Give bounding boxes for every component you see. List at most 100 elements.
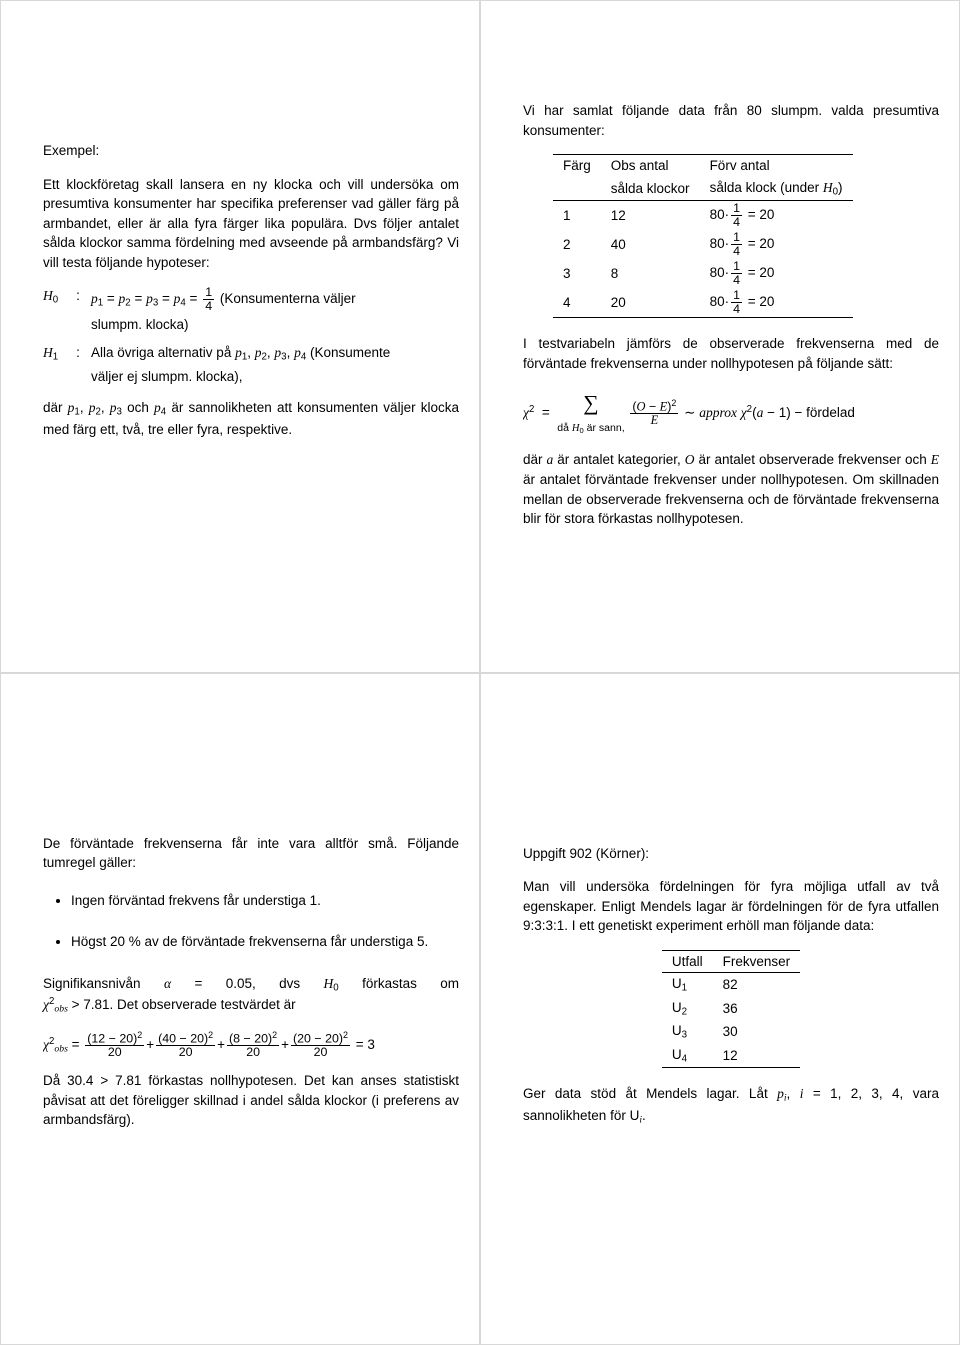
hypotheses: H0 : p1 = p2 = p3 = p4 = 14 (Konsumenter… xyxy=(43,286,459,386)
h0-sub: 0 xyxy=(53,295,58,306)
chi-term: (12 − 20)220 xyxy=(83,1037,146,1052)
rule-1: Ingen förväntad frekvens får understiga … xyxy=(71,891,459,911)
cell-freq: 30 xyxy=(713,1020,801,1044)
h0-row: H0 : p1 = p2 = p3 = p4 = 14 (Konsumenter… xyxy=(43,286,459,313)
h0-cont: slumpm. klocka) xyxy=(43,315,459,335)
cell-obs: 20 xyxy=(601,288,700,318)
s4p2-mid: , i = 1, 2, 3, 4, xyxy=(787,1086,904,1101)
p3-O: O xyxy=(685,452,695,467)
example-label: Exempel: xyxy=(43,141,459,161)
h0-frac-num: 1 xyxy=(203,286,214,300)
mh-c2: Frekvenser xyxy=(713,950,801,973)
table-row: U412 xyxy=(662,1044,800,1068)
chi-calc: χ2obs = (12 − 20)220+(40 − 20)220+(8 − 2… xyxy=(43,1031,459,1060)
cell-obs: 8 xyxy=(601,259,700,288)
cell-utfall: U4 xyxy=(662,1044,713,1068)
slide3-last: Då 30.4 > 7.81 förkastas nollhypotesen. … xyxy=(43,1071,459,1130)
crit-gt: > 7.81. Det observerade testvärdet är xyxy=(68,997,296,1012)
slide-1: Exempel: Ett klockföretag skall lansera … xyxy=(0,0,480,673)
slide2-para2: I testvariabeln jämförs de observerade f… xyxy=(523,334,939,373)
cell-farg: 1 xyxy=(553,201,601,231)
sig-pre: Signifikansnivån xyxy=(43,976,164,991)
chi-tail: − fördelad xyxy=(791,405,855,420)
cell-forv: 80·14 = 20 xyxy=(700,288,853,318)
h0-body: p1 = p2 = p3 = p4 = 14 (Konsumenterna vä… xyxy=(85,286,459,313)
cell-forv: 80·14 = 20 xyxy=(700,259,853,288)
mendel-table: Utfall Frekvenser U182U236U330U412 xyxy=(662,950,800,1071)
h0-colon: : xyxy=(71,286,85,306)
slide4-head: Uppgift 902 (Körner): xyxy=(523,844,939,864)
slide2-intro: Vi har samlat följande data från 80 slum… xyxy=(523,101,939,140)
data-table: Färg Obs antal Förv antal sålda klockor … xyxy=(553,154,853,320)
where-mid: och xyxy=(122,400,154,415)
th-forv2-end: ) xyxy=(838,180,843,195)
p3-m2: är antalet observerade frekvenser och xyxy=(695,452,931,467)
table-row: U236 xyxy=(662,997,800,1021)
slide4-para2: Ger data stöd åt Mendels lagar. Låt pi, … xyxy=(523,1084,939,1127)
cell-farg: 2 xyxy=(553,230,601,259)
where-tail: är sannolikheten att konsumenten väljer … xyxy=(43,400,459,437)
rule-2: Högst 20 % av de förväntade frekvenserna… xyxy=(71,932,459,952)
h0-label: H0 xyxy=(43,286,71,308)
table-row: 42080·14 = 20 xyxy=(553,288,853,318)
th-farg: Färg xyxy=(553,155,601,177)
page-grid: Exempel: Ett klockföretag skall lansera … xyxy=(0,0,960,1345)
table-head-row1: Färg Obs antal Förv antal xyxy=(553,155,853,177)
slide-2: Vi har samlat följande data från 80 slum… xyxy=(480,0,960,673)
dnote2: är sann, xyxy=(584,422,625,434)
h1-label: H1 xyxy=(43,343,71,365)
h1-H: H xyxy=(43,345,53,360)
chi-term: +(20 − 20)220 xyxy=(281,1037,352,1052)
cell-farg: 4 xyxy=(553,288,601,318)
cell-obs: 40 xyxy=(601,230,700,259)
rules-list: Ingen förväntad frekvens får understiga … xyxy=(43,891,459,952)
th-forv2: sålda klock (under H0) xyxy=(700,177,853,201)
p3-m1: är antalet kategorier, xyxy=(553,452,685,467)
slide-4: Uppgift 902 (Körner): Man vill undersöka… xyxy=(480,673,960,1345)
h1-cont: väljer ej slumpm. klocka), xyxy=(43,367,459,387)
chi-equation: χ2 = ∑ då H0 är sann, (O − E)2E ∼ approx… xyxy=(523,388,939,439)
h0-tail: (Konsumenterna väljer xyxy=(216,291,356,306)
slide1-para1: Ett klockföretag skall lansera en ny klo… xyxy=(43,175,459,273)
th-forv1: Förv antal xyxy=(700,155,853,177)
cell-utfall: U2 xyxy=(662,997,713,1021)
table-head-row2: sålda klockor sålda klock (under H0) xyxy=(553,177,853,201)
slide-3: De förväntade frekvenserna får inte vara… xyxy=(0,673,480,1345)
cell-forv: 80·14 = 20 xyxy=(700,230,853,259)
slide2-para3: där a är antalet kategorier, O är antale… xyxy=(523,450,939,528)
cell-forv: 80·14 = 20 xyxy=(700,201,853,231)
slide3-para1: De förväntade frekvenserna får inte vara… xyxy=(43,834,459,873)
h1-body-text: Alla övriga alternativ på xyxy=(91,345,235,360)
chi-term: +(40 − 20)220 xyxy=(146,1037,217,1052)
h1-row: H1 : Alla övriga alternativ på p1, p2, p… xyxy=(43,343,459,365)
mendel-head: Utfall Frekvenser xyxy=(662,950,800,973)
cell-freq: 36 xyxy=(713,997,801,1021)
table-row: 11280·14 = 20 xyxy=(553,201,853,231)
cell-freq: 12 xyxy=(713,1044,801,1068)
where-para: där p1, p2, p3 och p4 är sannolikheten a… xyxy=(43,398,459,439)
chi-result: = 3 xyxy=(352,1037,375,1052)
s4p2-end: . xyxy=(642,1108,646,1123)
p3-E: E xyxy=(931,452,939,467)
th-forv2-text: sålda klock (under xyxy=(710,180,823,195)
alpha: α xyxy=(164,976,171,991)
dnote1: då xyxy=(557,422,572,434)
approx: approx xyxy=(699,405,737,420)
h0-H: H xyxy=(43,288,53,303)
table-row: 24080·14 = 20 xyxy=(553,230,853,259)
where-prefix: där xyxy=(43,400,68,415)
table-row: U182 xyxy=(662,973,800,997)
slide4-para1: Man vill undersöka fördelningen för fyra… xyxy=(523,877,939,936)
cell-farg: 3 xyxy=(553,259,601,288)
mh-c1: Utfall xyxy=(662,950,713,973)
cell-freq: 82 xyxy=(713,973,801,997)
h0-frac-den: 4 xyxy=(203,300,214,313)
h1-body: Alla övriga alternativ på p1, p2, p3, p4… xyxy=(85,343,459,365)
cell-obs: 12 xyxy=(601,201,700,231)
h1-tail: (Konsumente xyxy=(306,345,390,360)
sig-mid: = 0.05, dvs xyxy=(171,976,323,991)
cell-utfall: U1 xyxy=(662,973,713,997)
th-obs1: Obs antal xyxy=(601,155,700,177)
sig-tail: förkastas om xyxy=(339,976,459,991)
chi-sup: 2 xyxy=(529,404,534,415)
